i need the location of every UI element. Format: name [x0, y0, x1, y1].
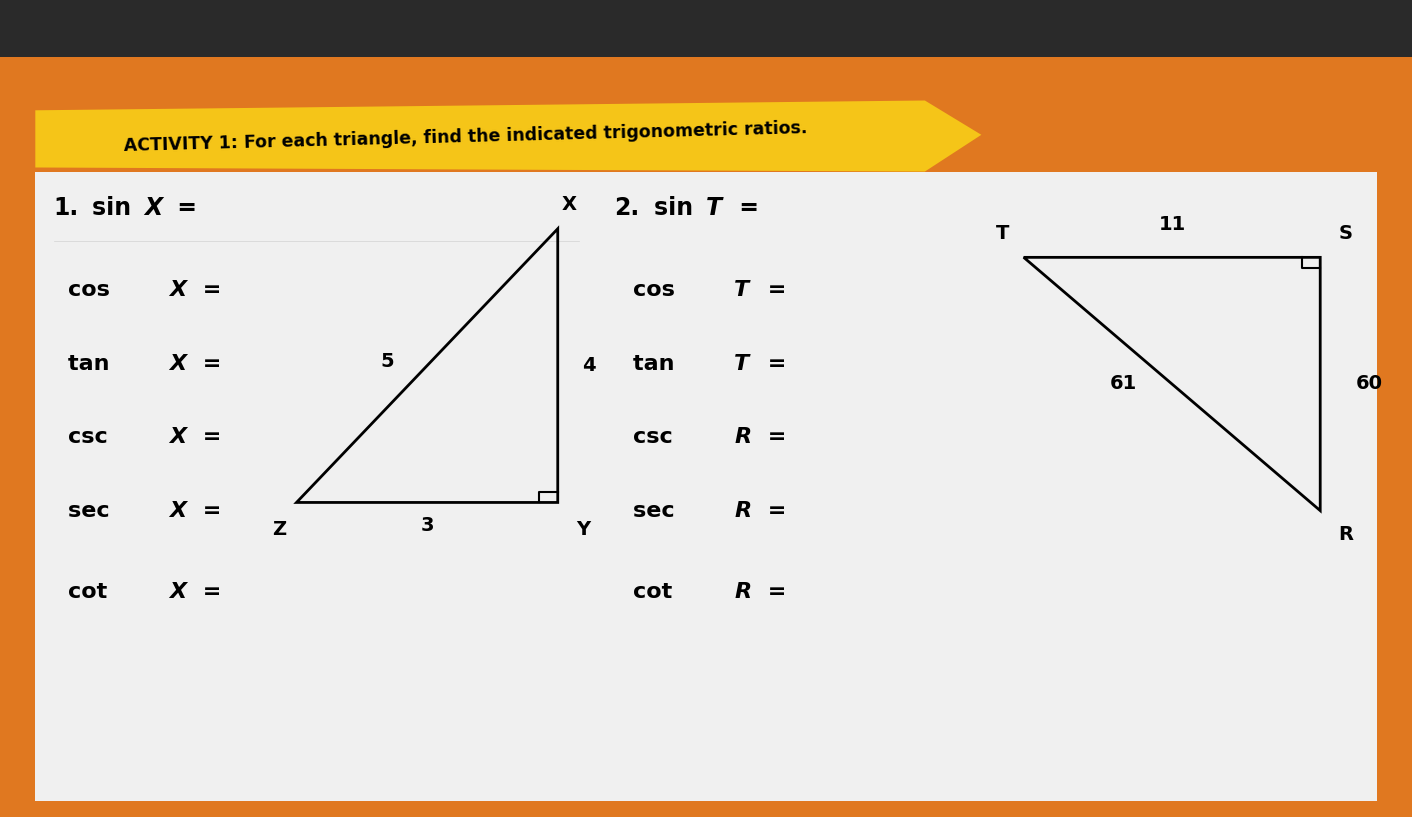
Text: =: =	[731, 196, 760, 221]
Text: 3: 3	[421, 516, 433, 535]
Text: =: =	[195, 501, 222, 520]
Text: 4: 4	[582, 356, 596, 375]
Text: =: =	[760, 280, 786, 300]
Text: 60: 60	[1356, 374, 1382, 394]
Polygon shape	[35, 100, 981, 172]
Text: =: =	[195, 583, 222, 602]
Text: Y: Y	[576, 520, 590, 539]
Text: T: T	[706, 196, 722, 221]
Text: 2.: 2.	[614, 196, 640, 221]
Text: ACTIVITY 1: For each triangle, find the indicated trigonometric ratios.: ACTIVITY 1: For each triangle, find the …	[124, 119, 808, 155]
Text: =: =	[195, 427, 222, 447]
Text: tan: tan	[633, 354, 682, 373]
Text: cos: cos	[68, 280, 117, 300]
Text: csc: csc	[68, 427, 116, 447]
Text: =: =	[195, 280, 222, 300]
Text: sin: sin	[654, 196, 702, 221]
Text: R: R	[1339, 525, 1353, 544]
Text: =: =	[760, 354, 786, 373]
Text: X: X	[169, 427, 186, 447]
Text: X: X	[169, 501, 186, 520]
Text: cos: cos	[633, 280, 682, 300]
Text: 61: 61	[1110, 374, 1137, 394]
Text: Z: Z	[273, 520, 287, 539]
Text: X: X	[169, 280, 186, 300]
Text: =: =	[169, 196, 198, 221]
Text: R: R	[734, 427, 751, 447]
Text: X: X	[562, 195, 576, 214]
Text: 1.: 1.	[54, 196, 79, 221]
Text: tan: tan	[68, 354, 117, 373]
Text: R: R	[734, 583, 751, 602]
Text: 5: 5	[381, 352, 394, 371]
Text: T: T	[734, 354, 750, 373]
Bar	[35, 172, 1377, 801]
Text: cot: cot	[633, 583, 679, 602]
Text: X: X	[169, 354, 186, 373]
Text: sin: sin	[92, 196, 140, 221]
Text: =: =	[760, 583, 786, 602]
Text: sec: sec	[633, 501, 682, 520]
Text: T: T	[995, 224, 1010, 243]
Text: =: =	[760, 501, 786, 520]
Text: T: T	[734, 280, 750, 300]
Text: X: X	[144, 196, 162, 221]
Text: csc: csc	[633, 427, 681, 447]
Text: S: S	[1339, 224, 1353, 243]
Text: 11: 11	[1158, 216, 1186, 234]
Text: R: R	[734, 501, 751, 520]
Text: cot: cot	[68, 583, 114, 602]
Text: X: X	[169, 583, 186, 602]
Text: sec: sec	[68, 501, 117, 520]
Text: =: =	[195, 354, 222, 373]
Text: =: =	[760, 427, 786, 447]
